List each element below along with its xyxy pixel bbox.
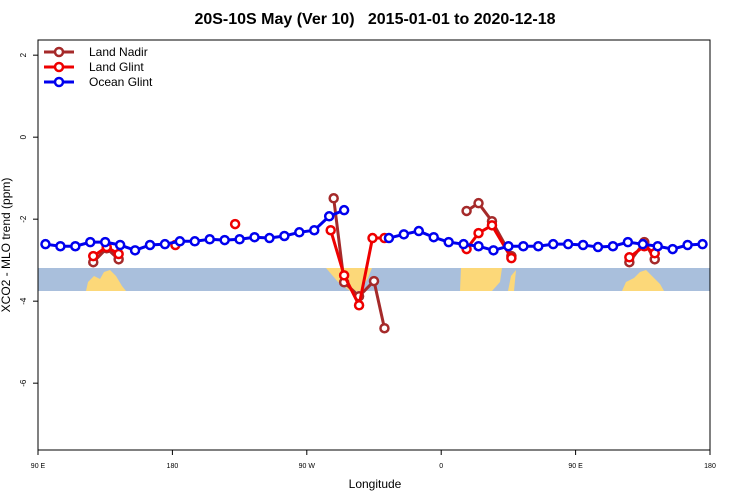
data-point: [488, 245, 499, 256]
land-shape: [86, 270, 126, 291]
data-point: [249, 231, 260, 243]
data-point: [577, 239, 589, 251]
data-point: [294, 227, 305, 238]
data-point: [458, 238, 469, 250]
data-point: [219, 234, 230, 246]
data-point: [55, 240, 66, 252]
data-point: [443, 236, 454, 248]
data-point: [652, 240, 663, 252]
data-point: [129, 245, 141, 256]
y-tick-label: -4: [19, 297, 28, 305]
data-point: [189, 236, 201, 247]
data-point: [413, 225, 425, 237]
data-point: [234, 234, 245, 245]
legend-label: Ocean Glint: [89, 75, 153, 89]
data-point: [328, 193, 339, 204]
data-point: [622, 236, 634, 248]
data-point: [70, 240, 81, 252]
series: [40, 204, 708, 256]
data-point: [144, 239, 156, 251]
data-point: [547, 238, 559, 250]
x-tick-label: 180: [167, 463, 179, 470]
data-point: [99, 236, 111, 248]
data-point: [473, 240, 484, 252]
data-point: [667, 243, 678, 255]
data-point: [114, 239, 126, 251]
data-point: [398, 229, 410, 240]
legend-marker: [53, 46, 65, 58]
data-point: [533, 240, 544, 252]
y-axis-label: XCO2 - MLO trend (ppm): [0, 178, 13, 313]
plot-frame: [37, 39, 711, 451]
land-shape: [622, 270, 664, 291]
data-point: [174, 236, 186, 247]
data-point: [428, 231, 439, 243]
data-point: [624, 252, 635, 263]
data-point: [353, 300, 365, 311]
data-point: [264, 232, 275, 244]
data-point: [592, 241, 604, 253]
data-point: [518, 240, 529, 252]
data-point: [279, 230, 290, 242]
land-shape: [326, 268, 372, 291]
data-point: [697, 238, 708, 250]
data-point: [473, 197, 484, 209]
data-point: [607, 240, 619, 252]
data-point: [113, 248, 124, 260]
chart-title: 20S-10S May (Ver 10) 2015-01-01 to 2020-…: [194, 11, 555, 28]
data-point: [204, 234, 215, 245]
data-point: [503, 240, 514, 252]
x-tick-label: 180: [704, 463, 716, 470]
x-axis-label: Longitude: [349, 477, 402, 491]
data-point: [338, 204, 350, 216]
data-point: [379, 322, 390, 334]
data-point: [367, 232, 378, 244]
land-shape: [508, 270, 516, 291]
data-point: [486, 220, 498, 231]
data-point: [682, 239, 693, 251]
data-point: [506, 252, 517, 264]
data-point: [562, 238, 574, 250]
legend-label: Land Nadir: [89, 45, 148, 59]
land-shape: [460, 268, 502, 291]
data-point: [40, 238, 51, 250]
data-point: [338, 270, 350, 281]
x-tick-label: 90 W: [299, 463, 316, 470]
legend-marker: [53, 61, 65, 73]
legend-marker: [53, 76, 65, 88]
data-point: [88, 250, 99, 262]
x-tick-label: 90 E: [31, 463, 46, 470]
data-point: [309, 224, 320, 236]
x-tick-label: 90 E: [568, 463, 583, 470]
y-tick-label: 2: [19, 52, 28, 57]
data-point: [159, 238, 171, 250]
data-point: [383, 232, 395, 244]
data-point: [637, 238, 649, 250]
x-tick-label: 0: [439, 463, 443, 470]
data-point: [461, 205, 472, 217]
data-point: [323, 211, 335, 222]
y-tick-label: -6: [19, 379, 28, 387]
data-point: [473, 227, 484, 239]
data-point: [85, 236, 96, 248]
y-tick-label: -2: [19, 215, 28, 223]
data-point: [229, 218, 241, 230]
y-tick-label: 0: [19, 134, 28, 139]
legend-label: Land Glint: [89, 60, 144, 74]
data-point: [325, 224, 336, 236]
data-point: [368, 275, 380, 287]
